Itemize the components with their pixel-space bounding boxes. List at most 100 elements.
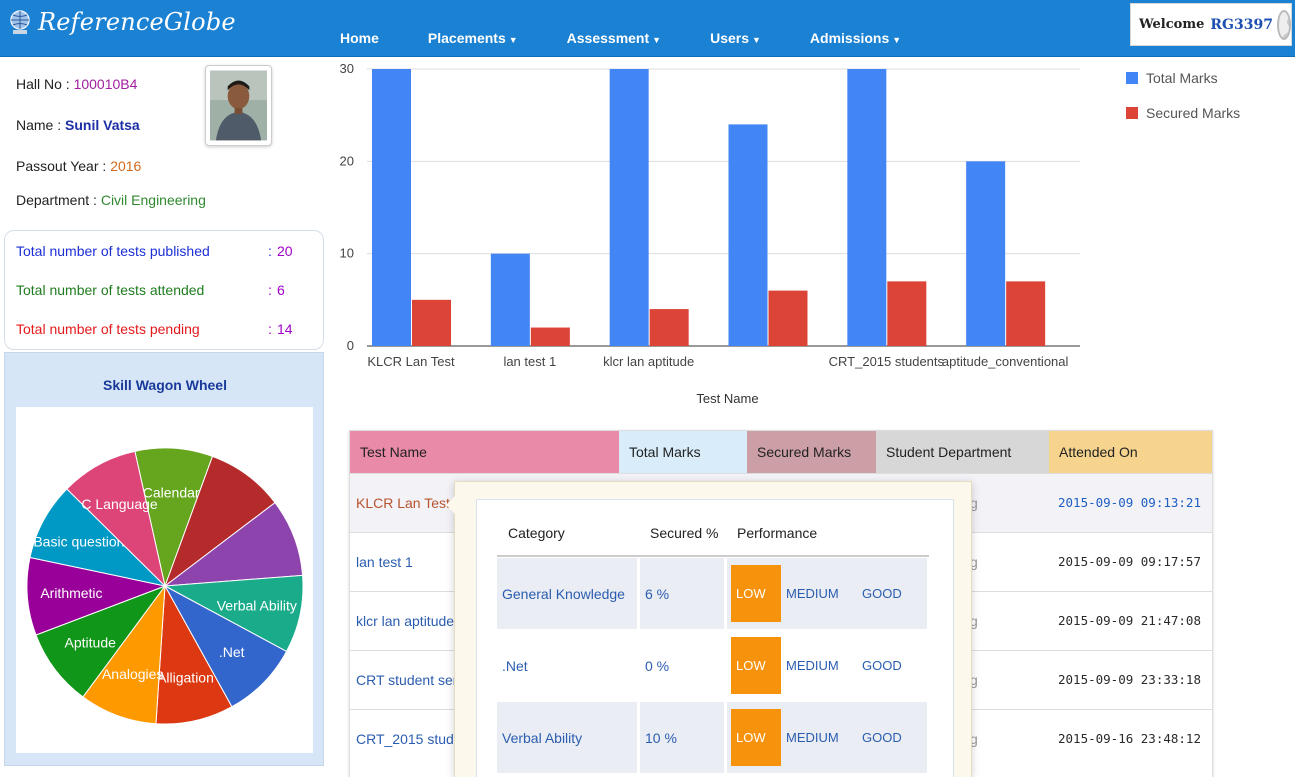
wheel-slice[interactable] xyxy=(82,584,166,725)
stat-pending-label: Total number of tests pending xyxy=(16,321,200,337)
performance-medium: MEDIUM xyxy=(786,730,839,745)
bar-total-marks[interactable] xyxy=(728,124,768,347)
marks-bar-chart: 0 10 20 30 KLCR Lan Test lan test 1 klcr lan a… xyxy=(340,61,1080,406)
x-tick-label: CRT_2015 students xyxy=(829,354,945,369)
performance-medium: MEDIUM xyxy=(786,586,839,601)
x-tick-label: lan test 1 xyxy=(503,354,556,369)
wheel-slice[interactable] xyxy=(163,574,304,653)
th-category: Category xyxy=(508,525,565,541)
performance-good: GOOD xyxy=(862,586,902,601)
category-row: General Knowledge 6 % LOW MEDIUM GOOD xyxy=(497,558,927,629)
category-name: Verbal Ability xyxy=(502,730,583,746)
th-student-department[interactable]: Student Department xyxy=(876,431,1049,473)
wheel-slice[interactable] xyxy=(163,584,288,708)
stat-pending-value: 14 xyxy=(277,321,293,337)
brand-logo[interactable]: ReferenceGlobe xyxy=(8,8,236,36)
bar-total-marks[interactable] xyxy=(372,69,411,346)
tests-summary: Total number of tests published : 20 Tot… xyxy=(4,230,324,350)
skill-wheel-panel: Skill Wagon Wheel Calendar Verbal Ability… xyxy=(4,352,324,766)
main-nav: Home Placements ▼ Assessment ▼ Users ▼ Admi… xyxy=(340,30,950,46)
th-performance: Performance xyxy=(737,525,818,541)
nav-home-label: Home xyxy=(340,30,379,46)
stat-published-colon: : xyxy=(268,243,272,259)
profile-year: Passout Year : 2016 xyxy=(16,158,141,174)
nav-assessment[interactable]: Assessment ▼ xyxy=(567,30,661,46)
th-secured-marks[interactable]: Secured Marks xyxy=(747,431,876,473)
legend-swatch-secured xyxy=(1126,107,1138,119)
user-avatar-icon[interactable] xyxy=(1276,9,1291,40)
bar-secured-marks[interactable] xyxy=(530,327,570,346)
welcome-box[interactable]: Welcome RG3397 xyxy=(1130,3,1292,46)
category-cell-bg xyxy=(497,702,637,773)
year-label: Passout Year : xyxy=(16,158,107,174)
y-tick-label: 30 xyxy=(340,61,354,76)
secured-cell-bg xyxy=(640,702,724,773)
bar-secured-marks[interactable] xyxy=(768,290,808,346)
attended-on-cell: 2015-09-09 21:47:08 xyxy=(1058,613,1201,628)
bar-secured-marks[interactable] xyxy=(887,281,927,346)
nav-admissions-label: Admissions xyxy=(809,30,890,46)
bar-secured-marks[interactable] xyxy=(649,309,689,346)
th-test-name[interactable]: Test Name xyxy=(350,431,619,473)
legend-label-secured: Secured Marks xyxy=(1146,105,1241,121)
stat-pending-colon: : xyxy=(268,321,272,337)
stat-attended: Total number of tests attended : 6 xyxy=(16,282,316,298)
wheel-slice[interactable] xyxy=(29,488,167,587)
category-name: .Net xyxy=(502,658,528,674)
welcome-username[interactable]: RG3397 xyxy=(1210,16,1273,33)
wheel-slice[interactable] xyxy=(134,447,214,588)
wheel-slice[interactable] xyxy=(163,501,304,587)
wheel-slice-label: Calendar xyxy=(143,484,200,500)
bar-total-marks[interactable] xyxy=(490,253,530,346)
legend-secured-marks[interactable]: Secured Marks xyxy=(1126,105,1240,121)
department-cell: g xyxy=(970,613,978,629)
year-value: 2016 xyxy=(110,158,142,174)
nav-home[interactable]: Home xyxy=(340,30,379,46)
wheel-slice-label: Aptitude xyxy=(65,635,117,651)
attended-on-cell: 2015-09-09 09:17:57 xyxy=(1058,554,1201,569)
wheel-slice[interactable] xyxy=(35,584,167,698)
attended-on-cell: 2015-09-09 09:13:21 xyxy=(1058,495,1201,510)
test-name-link[interactable]: CRT_2015 studen xyxy=(356,731,470,747)
skill-wheel-title: Skill Wagon Wheel xyxy=(103,377,227,393)
nav-users-label: Users xyxy=(710,30,749,46)
wheel-slice[interactable] xyxy=(163,455,276,588)
chart-legend: Total Marks Secured Marks xyxy=(1126,70,1240,140)
category-table: Category Secured % Performance General K… xyxy=(476,499,954,777)
nav-users[interactable]: Users ▼ xyxy=(710,30,761,46)
secured-percent: 10 % xyxy=(645,730,677,746)
wheel-slice-label: Verbal Ability xyxy=(217,597,297,613)
nav-placements[interactable]: Placements ▼ xyxy=(428,30,518,46)
stat-attended-colon: : xyxy=(268,282,272,298)
bar-total-marks[interactable] xyxy=(966,161,1006,346)
department-cell: g xyxy=(970,731,978,747)
welcome-label: Welcome xyxy=(1139,17,1205,32)
bar-total-marks[interactable] xyxy=(609,69,649,346)
secured-percent: 0 % xyxy=(645,658,670,674)
stat-published-label: Total number of tests published xyxy=(16,243,210,259)
bar-secured-marks[interactable] xyxy=(1006,281,1046,346)
test-name-link[interactable]: KLCR Lan Test xyxy=(356,495,450,511)
department-cell: g xyxy=(970,672,978,688)
profile-photo xyxy=(205,65,272,146)
department-label: Department : xyxy=(16,192,97,208)
legend-total-marks[interactable]: Total Marks xyxy=(1126,70,1240,86)
wheel-slice[interactable] xyxy=(26,556,167,636)
nav-assessment-label: Assessment xyxy=(566,30,650,46)
profile-hall: Hall No : 100010B4 xyxy=(16,76,137,92)
performance-medium: MEDIUM xyxy=(786,658,839,673)
wheel-slice[interactable] xyxy=(155,584,233,725)
wheel-slice[interactable] xyxy=(66,450,166,588)
wheel-slice-label: Alligation xyxy=(157,670,214,686)
bar-secured-marks[interactable] xyxy=(412,299,451,346)
test-name-link[interactable]: CRT student semi xyxy=(356,672,468,688)
th-attended-on[interactable]: Attended On xyxy=(1049,431,1212,473)
bar-total-marks[interactable] xyxy=(847,69,887,346)
performance-low: LOW xyxy=(731,637,781,694)
secured-cell-bg xyxy=(640,630,724,701)
test-name-link[interactable]: lan test 1 xyxy=(356,554,413,570)
nav-admissions[interactable]: Admissions ▼ xyxy=(810,30,901,46)
th-total-marks[interactable]: Total Marks xyxy=(619,431,747,473)
test-name-link[interactable]: klcr lan aptitude xyxy=(356,613,455,629)
